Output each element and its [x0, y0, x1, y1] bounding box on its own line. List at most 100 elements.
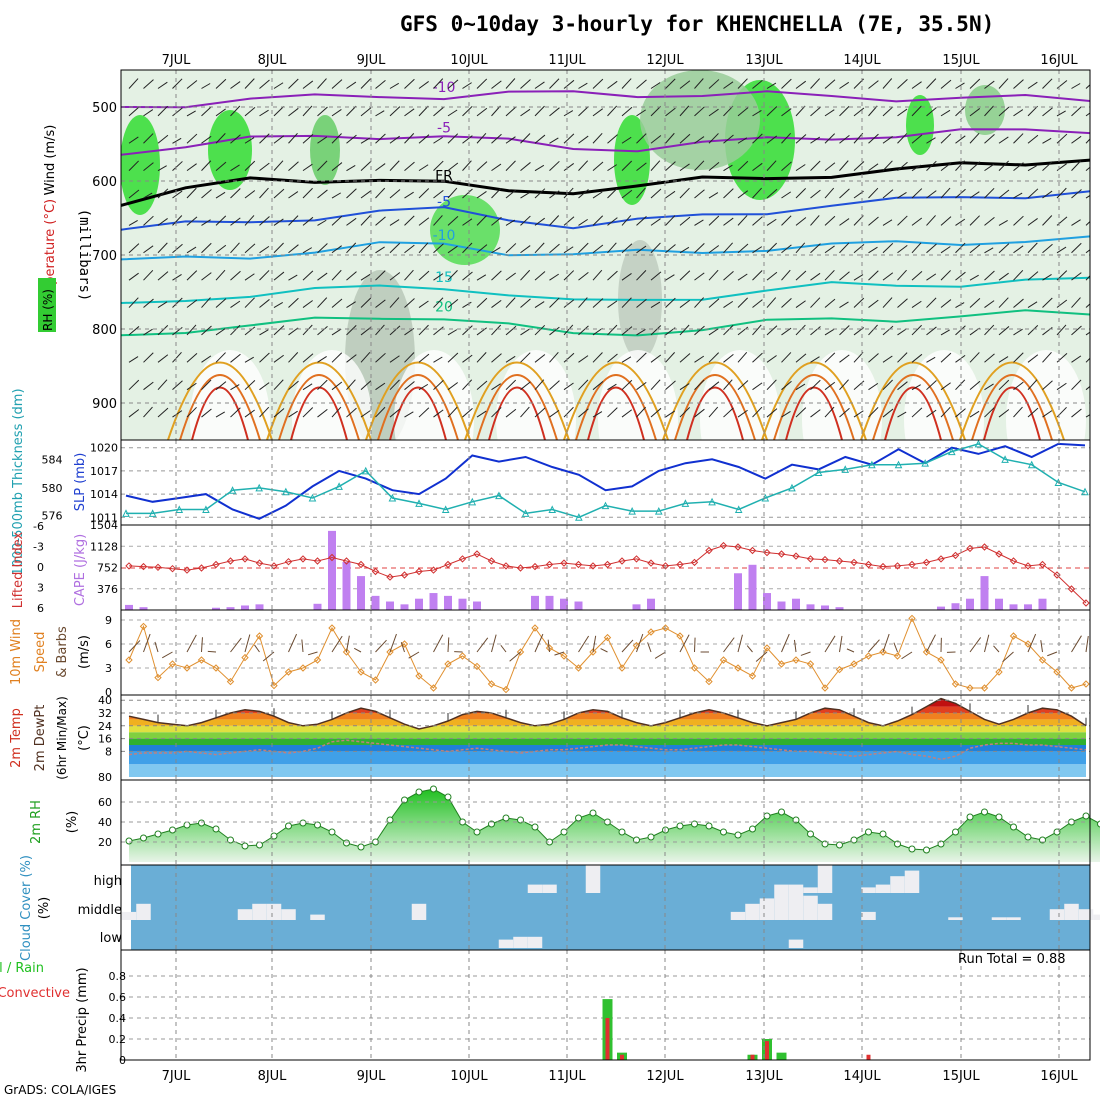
wind-speed-point: [502, 685, 510, 694]
cloud-middle-bar: [237, 909, 253, 920]
wind-tick: 3: [105, 662, 112, 675]
wind-barb: [201, 83, 211, 89]
wind-barb: [1071, 635, 1082, 653]
rh2m-axis-label: 2m RH: [29, 800, 44, 844]
wind-barb: [476, 107, 488, 117]
date-tick-top: 10JUL: [450, 53, 488, 68]
wind-barb: [317, 325, 328, 336]
wind-barb: [375, 80, 386, 89]
wind-barb: [621, 297, 632, 308]
wind-barb: [404, 352, 415, 363]
wind-barb: [172, 297, 183, 308]
wind-barb: [505, 297, 516, 308]
li-point: [386, 573, 394, 581]
thickness-point: [335, 482, 343, 490]
wind-barb: [273, 242, 284, 254]
rh-point: [618, 828, 626, 836]
wind-barb: [331, 245, 342, 254]
rh-point: [473, 828, 481, 836]
wind-barb: [810, 78, 821, 89]
wind-barb: [302, 407, 314, 418]
cape-bar: [937, 606, 945, 610]
wind-barb: [737, 243, 749, 254]
wind-barb: [650, 354, 662, 363]
wind-barb: [868, 639, 880, 653]
wind-barb: [969, 410, 980, 418]
wind-barb: [592, 635, 597, 653]
wind-barb: [810, 189, 821, 199]
wind-barb: [969, 352, 980, 363]
wind-barb: [331, 215, 343, 226]
wind-barb: [143, 245, 154, 254]
wind-barb: [433, 356, 443, 363]
dry-region: [496, 350, 576, 440]
wind-barb: [998, 409, 1010, 418]
wind-barb: [462, 82, 472, 89]
wind-barb: [186, 80, 198, 89]
wind-barb: [375, 187, 386, 199]
wind-barb: [302, 133, 314, 144]
wind-barb: [244, 409, 255, 418]
wind-speed-point: [183, 664, 191, 672]
wind-barb: [592, 108, 604, 117]
wind-barb: [418, 324, 429, 336]
wind-barb: [650, 407, 662, 418]
wind-speed-point: [777, 660, 786, 668]
wind-barb: [186, 353, 198, 363]
wind-barb: [650, 105, 662, 117]
cape-bar: [1009, 604, 1018, 610]
cloud-tick: low: [100, 931, 123, 946]
thickness-point: [415, 499, 423, 507]
wind-barb: [360, 410, 371, 418]
wind-barb: [897, 133, 908, 144]
wind-barb: [766, 160, 777, 171]
isotherm-warm: [563, 361, 669, 440]
wind-barb: [752, 216, 763, 226]
wind-barb: [360, 215, 371, 226]
wind-barb: [389, 106, 401, 117]
li-point: [371, 567, 380, 576]
wind-barb: [650, 135, 662, 144]
wind-barb: [447, 382, 459, 391]
wind-barb: [984, 217, 995, 226]
rh-shading: [640, 70, 760, 170]
thickness-point: [495, 491, 503, 500]
wind-barb: [955, 354, 966, 363]
wind-barb: [302, 324, 313, 336]
rh-point: [1024, 833, 1032, 841]
wind-barb: [679, 246, 690, 254]
rh-shading: [614, 115, 650, 205]
wind-barb: [998, 379, 1010, 391]
wind-barb: [302, 353, 314, 363]
wind-barb: [897, 78, 908, 89]
wind-barb: [897, 411, 907, 418]
thickness-point: [441, 505, 450, 514]
cape-bar: [531, 595, 539, 610]
temp-axis-label: 2m Temp: [9, 708, 24, 768]
wind-barb: [1085, 138, 1090, 144]
wind-barb: [636, 162, 647, 172]
wind-barb: [1085, 84, 1090, 89]
wind-speed-point: [603, 633, 612, 642]
wind-barb: [534, 354, 546, 363]
wind-barb: [331, 192, 341, 199]
isotherm-warm: [476, 374, 558, 440]
li-point: [937, 555, 945, 563]
wind-barb: [1013, 109, 1024, 117]
wind-barb: [621, 326, 633, 336]
wind-barb: [679, 407, 691, 418]
wind-barb: [433, 326, 444, 336]
wind-speed-point: [371, 676, 380, 684]
wind-barb: [433, 136, 443, 144]
slp-axis-label: SLP (mb): [73, 453, 88, 512]
wind-barb: [549, 137, 559, 144]
li-point: [821, 555, 829, 564]
wind-barb: [157, 165, 167, 172]
wind-barb: [157, 379, 168, 391]
wind-barb: [186, 299, 198, 308]
wind-barb: [360, 243, 372, 254]
wind-barb: [665, 107, 676, 117]
wind-speed-point: [705, 677, 713, 686]
wind-barb: [1027, 188, 1039, 199]
wind-barb: [307, 651, 318, 656]
